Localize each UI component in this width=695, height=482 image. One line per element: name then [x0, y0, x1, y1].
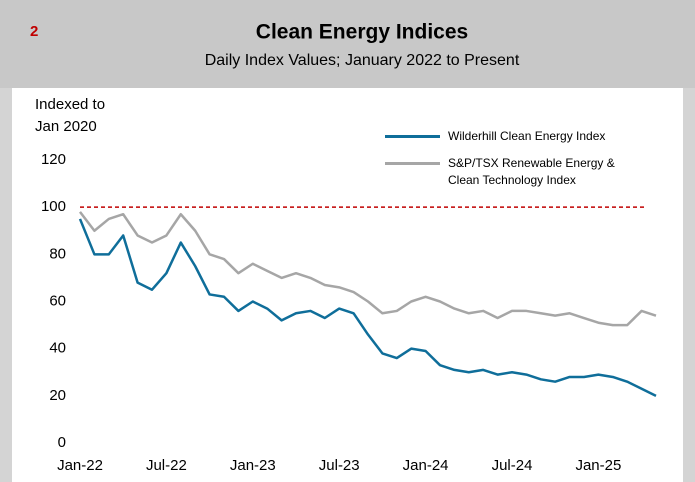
chart-subtitle: Daily Index Values; January 2022 to Pres…	[205, 52, 520, 69]
x-tick-label: Jan-23	[230, 457, 276, 474]
legend-swatch	[385, 135, 440, 138]
x-tick-label: Jan-22	[57, 457, 103, 474]
plot-panel	[12, 88, 683, 482]
y-axis-label: Indexed to	[35, 96, 105, 113]
y-tick-label: 100	[41, 198, 66, 215]
y-tick-label: 20	[49, 387, 66, 404]
y-axis-label: Jan 2020	[35, 118, 97, 135]
chart-title: Clean Energy Indices	[256, 21, 468, 44]
y-tick-label: 0	[58, 434, 66, 451]
y-tick-label: 60	[49, 292, 66, 309]
legend-swatch	[385, 162, 440, 165]
series-line	[79, 211, 657, 327]
x-tick-label: Jan-25	[575, 457, 621, 474]
header-band	[0, 0, 695, 88]
y-tick-label: 80	[49, 245, 66, 262]
x-tick-label: Jul-23	[319, 457, 360, 474]
x-tick-label: Jul-24	[492, 457, 533, 474]
legend-label: S&P/TSX Renewable Energy & Clean Technol…	[448, 156, 615, 187]
legend-item: S&P/TSX Renewable Energy & Clean Technol…	[385, 155, 660, 189]
page-number: 2	[30, 23, 38, 40]
legend-label: Wilderhill Clean Energy Index	[448, 129, 606, 143]
series-line	[78, 218, 657, 397]
legend: Wilderhill Clean Energy Index S&P/TSX Ren…	[385, 128, 660, 199]
y-tick-label: 40	[49, 340, 66, 357]
legend-item: Wilderhill Clean Energy Index	[385, 128, 660, 145]
x-tick-label: Jul-22	[146, 457, 187, 474]
x-tick-label: Jan-24	[403, 457, 449, 474]
y-tick-label: 120	[41, 151, 66, 168]
